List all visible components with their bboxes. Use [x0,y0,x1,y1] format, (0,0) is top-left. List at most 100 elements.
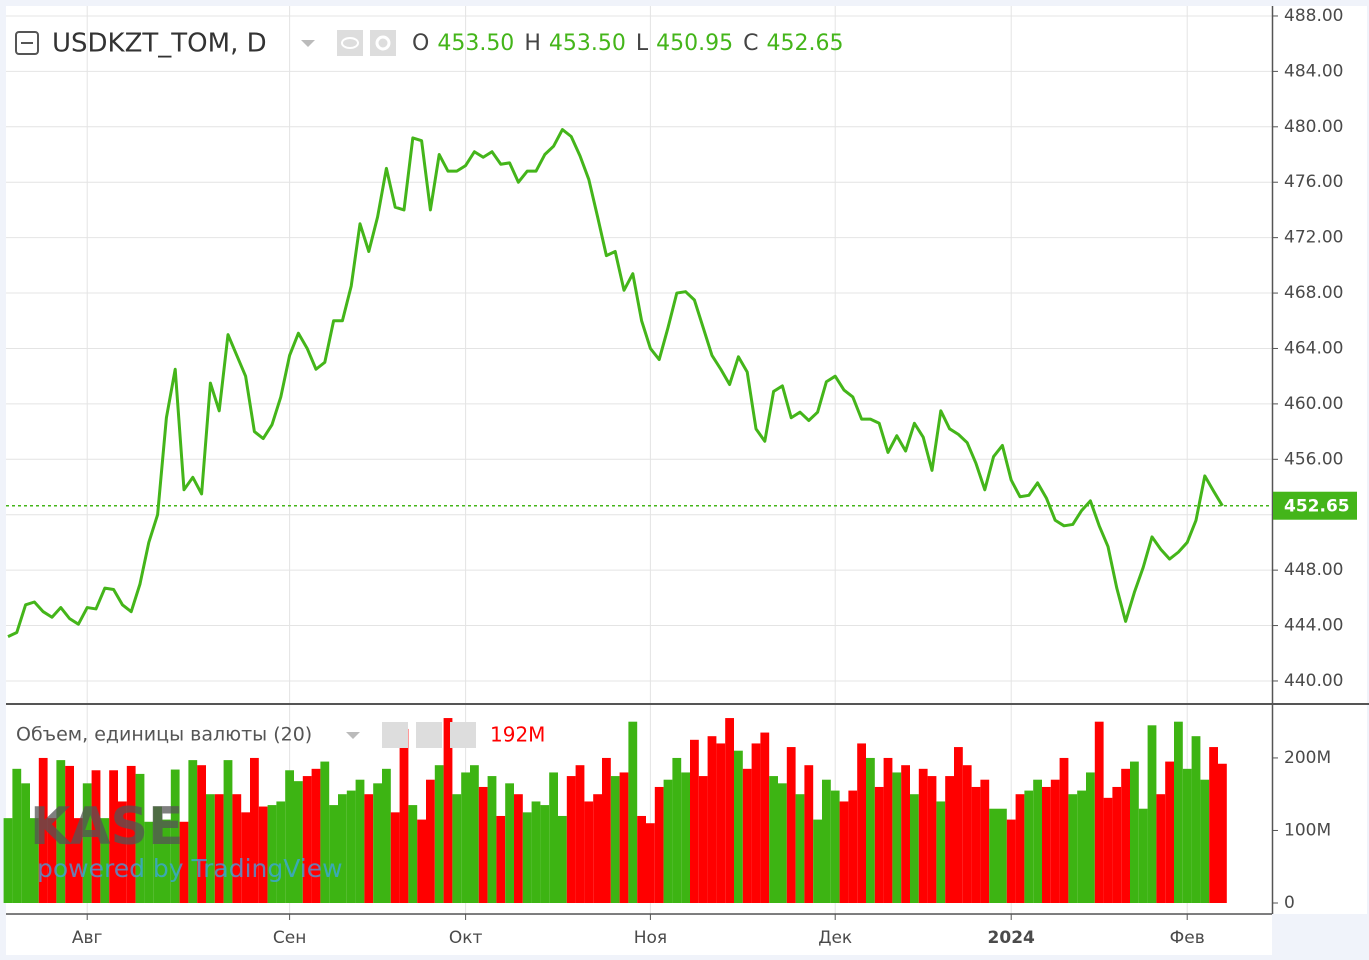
volume-bar [1033,779,1042,903]
volume-last-value: 192M [490,723,545,747]
x-tick-label: Ноя [634,928,667,948]
ohlc-name: H [524,31,541,56]
volume-bar [434,765,444,903]
volume-bar [883,757,893,903]
volume-bar [382,768,391,903]
volume-bar [276,801,286,903]
volume-bar [170,769,180,903]
volume-bar [56,760,66,903]
axes: Авг Сен Окт Ноя Дек 2024 Фев 440.00 444.00 448.00… [72,6,1357,948]
volume-bar [285,770,294,903]
volume-bar [690,739,699,903]
y-tick-label: 456.00 [1284,449,1343,469]
price-line [7,128,1224,638]
volume-bar [549,772,558,903]
volume-bar [74,818,83,903]
volume-bar [760,732,770,903]
settings-button[interactable] [370,30,396,56]
volume-bar [1024,790,1034,903]
last-price-tag [1273,491,1357,520]
volume-bar [575,765,585,903]
volume-title: Объем, единицы валюты (20) [16,724,312,746]
volume-bar [874,786,884,903]
volume-bar [355,779,365,903]
volume-bar [866,757,875,903]
volume-bar [21,783,30,903]
volume-bar [602,757,611,903]
volume-bar [971,786,981,903]
volume-bar [1165,761,1174,903]
volume-bar [100,818,110,903]
y-tick-label: 468.00 [1284,283,1343,303]
volume-bar [663,779,673,903]
volume-bar [1068,794,1078,903]
volume-bar [179,821,189,903]
volume-bar [329,805,338,903]
volume-bar [725,718,734,903]
volume-bar [672,757,682,903]
close-button[interactable] [450,722,476,748]
eye-button[interactable] [382,722,408,748]
ohlc-value: 450.95 [656,31,733,56]
collapse-button[interactable] [15,31,39,55]
volume-bar [443,718,453,903]
price-axis-background [1273,6,1367,914]
x-tick-label: Сен [273,928,306,948]
volume-bar [1006,819,1016,903]
volume-bar [109,770,118,903]
y-tick-label: 460.00 [1284,394,1343,414]
dropdown[interactable] [346,732,360,739]
settings-icon [375,35,391,51]
volume-bar [470,765,479,903]
volume-bar [610,776,620,903]
volume-bar [12,768,22,903]
ohlc-name: C [743,31,758,56]
x-tick-label: Фев [1170,928,1205,948]
volume-bar [65,765,74,903]
eye-icon [341,37,359,49]
volume-bar [1121,768,1130,903]
volume-bar [558,815,567,903]
volume-bar [1059,757,1069,903]
volume-bar [1156,794,1166,903]
x-tick-label: 2024 [988,928,1035,948]
eye-button[interactable] [337,30,363,56]
settings-button[interactable] [416,722,442,748]
volume-bar [707,736,717,903]
volume-bar [637,815,646,903]
volume-bar [162,819,171,903]
volume-bar [408,805,418,903]
watermark: KASE powered by TradingView [30,797,343,883]
volume-bar [197,765,206,903]
dropdown[interactable] [301,40,315,47]
y-tick-label: 100M [1284,820,1331,840]
volume-bar [830,790,840,903]
volume-bar [1174,721,1183,903]
volume-bar [839,801,849,903]
volume-bar [223,760,233,903]
volume-bar [918,768,928,903]
volume-bar [153,806,162,903]
volume-bar [3,818,13,903]
ohlc-name: L [636,31,649,56]
volume-bar [118,801,127,903]
volume-bar [998,808,1007,903]
volume-pane [3,718,1227,903]
volume-bar [989,808,998,903]
volume-bar [857,743,866,903]
volume-bar [302,776,312,903]
volume-bar [742,768,752,903]
volume-bar [1042,786,1051,903]
volume-bar [514,794,523,903]
volume-bar [294,781,303,903]
volume-bar [1015,794,1025,903]
volume-bar [1182,768,1192,903]
volume-bar [936,801,946,903]
volume-bar [593,794,602,903]
volume-bar [91,770,101,903]
volume-bar [47,818,57,903]
price-pane [6,128,1272,638]
volume-bar [311,768,321,903]
volume-bar [487,776,497,903]
